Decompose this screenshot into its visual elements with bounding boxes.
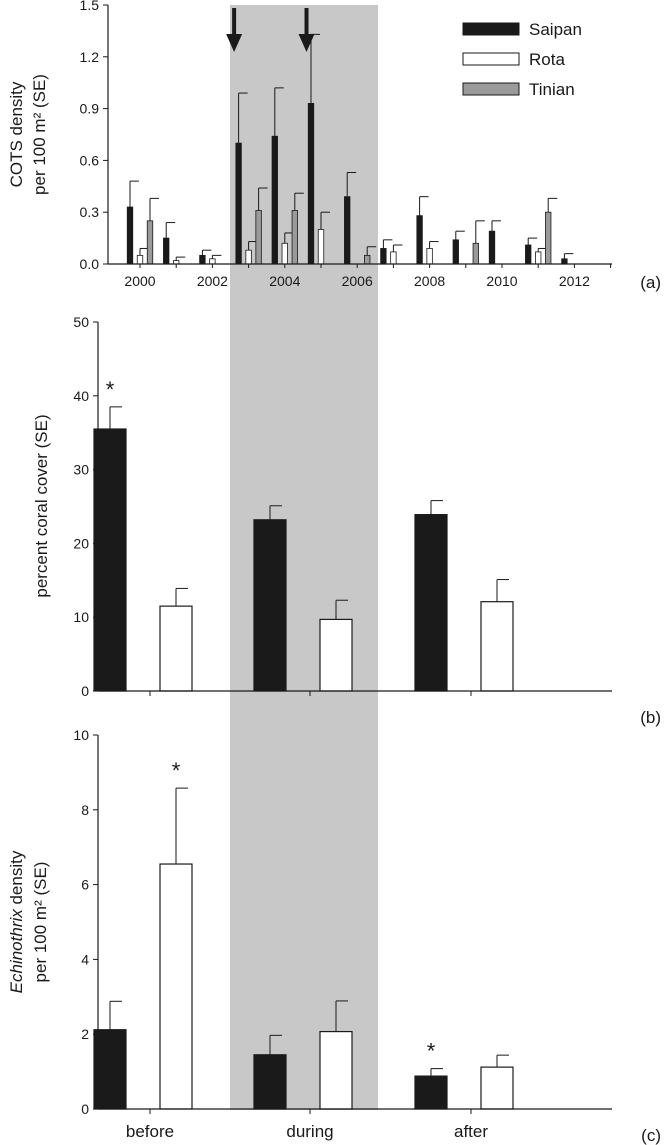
- x-tick-label: 2004: [269, 273, 300, 289]
- legend-label-tinian: Tinian: [529, 80, 575, 99]
- bar-tinian: [146, 220, 154, 265]
- x-tick-label: before: [126, 1122, 174, 1141]
- y-tick-label: 0: [81, 1101, 89, 1117]
- y-tick-label: 6: [81, 877, 89, 893]
- significance-marker: *: [172, 758, 181, 783]
- bar-tinian: [291, 210, 298, 265]
- bar-saipan: [414, 514, 448, 692]
- legend-swatch-saipan: [462, 22, 520, 36]
- bar-saipan: [416, 215, 423, 265]
- bar-rota: [426, 248, 433, 265]
- y-tick-label: 2: [81, 1026, 89, 1042]
- bar-saipan: [253, 519, 287, 692]
- y-tick-label: 10: [73, 727, 89, 743]
- bar-rota: [136, 254, 144, 265]
- bar-rota: [319, 618, 353, 692]
- bar-tinian: [545, 211, 552, 265]
- y-tick-label: 0: [81, 683, 89, 699]
- bar-saipan: [414, 1075, 448, 1110]
- x-tick-label: during: [286, 1122, 333, 1141]
- bar-saipan: [307, 103, 315, 265]
- x-tick-label: 2012: [559, 273, 590, 289]
- chart-panel-b: * 0 10 20 30 40 50 percent coral cover (SE) (b): [32, 314, 661, 727]
- y-tick-label: 40: [73, 388, 89, 404]
- bar-rota: [245, 249, 252, 265]
- bar-rota: [159, 863, 193, 1110]
- arrow-head: [298, 34, 315, 52]
- y-tick-label: 50: [73, 314, 89, 330]
- chart-legend: Saipan Rota Tinian: [462, 20, 582, 99]
- bar-saipan: [525, 244, 532, 265]
- x-tick-label: 2008: [414, 273, 445, 289]
- y-tick-label: 0.3: [80, 204, 100, 220]
- y-tick-label: 0.0: [80, 256, 100, 272]
- panel-label: (c): [641, 1126, 661, 1145]
- bar-saipan: [235, 142, 242, 265]
- bar-saipan: [452, 239, 459, 265]
- y-tick-label: 0.6: [80, 152, 100, 168]
- panel-label: (a): [640, 273, 661, 292]
- y-tick-label: 10: [73, 609, 89, 625]
- bar-rota: [317, 229, 325, 265]
- y-tick-label: 30: [73, 462, 89, 478]
- bar-saipan: [271, 135, 278, 265]
- x-tick-label: 2006: [342, 273, 373, 289]
- bar-saipan: [199, 254, 206, 265]
- bar-saipan: [561, 258, 568, 265]
- legend-label-rota: Rota: [529, 50, 565, 69]
- y-axis-label-italic: Echinothrix: [7, 909, 26, 994]
- panel-label: (b): [640, 708, 661, 727]
- chart-panel-a: 0.0 0.3 0.6 0.9 1.2 1.5 2000 2002 2004 2006 2008 20…: [7, 0, 661, 292]
- bar-rota: [209, 258, 216, 265]
- bar-rota: [480, 601, 514, 692]
- y-tick-label: 8: [81, 802, 89, 818]
- y-tick-label: 1.2: [80, 49, 100, 65]
- y-tick-label: 4: [81, 951, 89, 967]
- bar-tinian: [364, 254, 371, 265]
- y-axis-label-line2: per 100 m² (SE): [31, 862, 50, 983]
- bar-saipan: [488, 230, 496, 265]
- y-axis-label-line2: per 100 m² (SE): [30, 74, 49, 195]
- bar-rota: [319, 1030, 353, 1110]
- bar-rota: [159, 605, 193, 692]
- legend-label-saipan: Saipan: [529, 20, 582, 39]
- bar-tinian: [472, 242, 479, 265]
- bar-rota: [535, 251, 542, 265]
- y-axis-label-rest: density: [7, 850, 26, 909]
- y-tick-label: 0.9: [80, 101, 100, 117]
- chart-panel-c: * * 0 2 4 6 8 10 before during after Echinothrix d…: [7, 727, 661, 1145]
- x-tick-label: 2000: [124, 273, 155, 289]
- bar-saipan: [93, 428, 127, 692]
- y-axis-label: percent coral cover (SE): [32, 414, 51, 597]
- bar-saipan: [93, 1029, 127, 1110]
- bar-tinian: [255, 210, 262, 265]
- significance-marker: *: [427, 1039, 436, 1064]
- y-tick-label: 20: [73, 535, 89, 551]
- significance-marker: *: [106, 377, 115, 402]
- bar-saipan: [163, 237, 170, 265]
- y-tick-label: 1.5: [80, 0, 100, 13]
- bar-saipan: [380, 248, 387, 265]
- x-tick-label: after: [454, 1122, 488, 1141]
- legend-swatch-rota: [462, 52, 520, 66]
- legend-swatch-tinian: [462, 82, 520, 96]
- bar-saipan: [344, 196, 351, 265]
- y-axis-label: COTS density: [7, 81, 26, 187]
- x-tick-label: 2010: [486, 273, 517, 289]
- bar-saipan: [253, 1054, 287, 1110]
- shaded-period: [230, 5, 378, 1110]
- x-tick-label: 2002: [197, 273, 228, 289]
- arrow-head: [226, 34, 243, 52]
- bar-rota: [480, 1066, 514, 1110]
- bar-saipan: [126, 206, 134, 265]
- bar-rota: [281, 242, 288, 265]
- bar-rota: [390, 251, 397, 265]
- y-axis-label: Echinothrix density: [7, 850, 26, 993]
